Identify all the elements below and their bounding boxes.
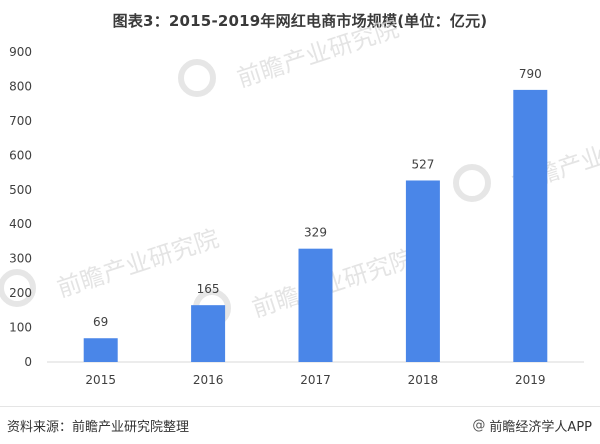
y-tick-label-200: 200 — [9, 286, 32, 300]
y-tick-label-800: 800 — [9, 79, 32, 93]
bar-2018 — [405, 180, 440, 362]
y-tick-label-100: 100 — [9, 321, 32, 335]
data-label-2016: 165 — [197, 282, 220, 296]
bar-2017 — [298, 248, 333, 362]
footer-divider — [0, 406, 600, 407]
y-tick-label-700: 700 — [9, 114, 32, 128]
bar-2015 — [83, 338, 118, 362]
x-tick-label-2018: 2018 — [408, 373, 439, 387]
y-tick-label-900: 900 — [9, 45, 32, 59]
x-tick-label-2019: 2019 — [515, 373, 546, 387]
data-label-2018: 527 — [411, 157, 434, 171]
bars-group — [83, 89, 548, 362]
watermark-logo-icon-2 — [0, 269, 36, 307]
brand-name: 前瞻经济学人APP — [489, 420, 592, 435]
at-sign: @ — [472, 418, 486, 433]
y-tick-label-500: 500 — [9, 183, 32, 197]
y-tick-label-300: 300 — [9, 252, 32, 266]
y-tick-label-0: 0 — [24, 355, 32, 369]
data-label-2019: 790 — [519, 67, 542, 81]
page-title: 图表3：2015-2019年网红电商市场规模(单位：亿元) — [112, 12, 488, 30]
watermark-logo-icon-1 — [453, 164, 491, 202]
watermark-text-3: 前瞻产业研究院 — [249, 244, 417, 323]
data-label-2017: 329 — [304, 226, 327, 240]
x-tick-label-2017: 2017 — [300, 373, 331, 387]
watermark-logo-icon-0 — [178, 59, 216, 97]
brand-footer: @ 前瞻经济学人APP — [472, 416, 592, 435]
data-label-2015: 69 — [93, 315, 108, 329]
bar-2016 — [191, 305, 226, 362]
x-tick-label-2016: 2016 — [193, 373, 224, 387]
source-note: 资料来源：前瞻产业研究院整理 — [7, 420, 190, 435]
y-tick-label-600: 600 — [9, 148, 32, 162]
bar-2019 — [513, 89, 548, 362]
ticks-group: 0 100 200 300 400 500 600 700 800 900 2015 2016 2017… — [9, 45, 545, 387]
data-labels-group: 69 165 329 527 790 — [93, 67, 542, 329]
x-tick-label-2015: 2015 — [85, 373, 116, 387]
watermark-text-0: 前瞻产业研究院 — [234, 14, 402, 93]
y-tick-label-400: 400 — [9, 217, 32, 231]
